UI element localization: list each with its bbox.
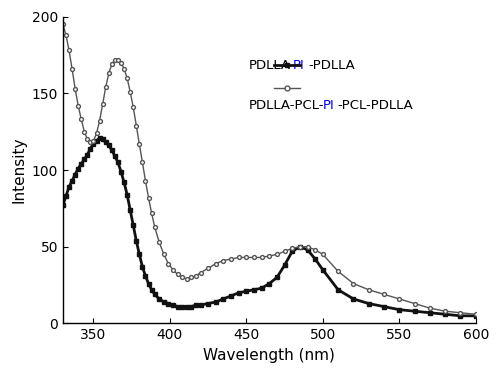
- X-axis label: Wavelength (nm): Wavelength (nm): [204, 348, 335, 363]
- Text: PI: PI: [293, 59, 305, 72]
- Text: PI: PI: [323, 99, 334, 112]
- Y-axis label: Intensity: Intensity: [11, 137, 26, 203]
- Text: PDLLA-: PDLLA-: [248, 59, 295, 72]
- Text: -PDLLA: -PDLLA: [308, 59, 355, 72]
- Text: -PCL-PDLLA: -PCL-PDLLA: [338, 99, 413, 112]
- Text: PDLLA-PCL-: PDLLA-PCL-: [248, 99, 324, 112]
- Legend: , : ,: [268, 54, 312, 101]
